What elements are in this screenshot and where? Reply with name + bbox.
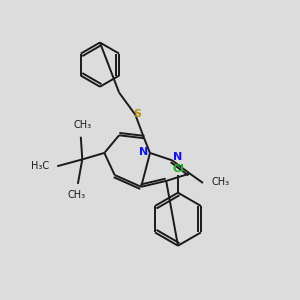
Text: CH₃: CH₃ [67,190,86,200]
Text: N: N [173,152,183,162]
Text: S: S [133,109,141,119]
Text: H₃C: H₃C [31,161,49,171]
Text: CH₃: CH₃ [73,120,91,130]
Text: Cl: Cl [172,164,184,173]
Text: CH₃: CH₃ [211,176,230,187]
Text: N: N [139,147,148,157]
